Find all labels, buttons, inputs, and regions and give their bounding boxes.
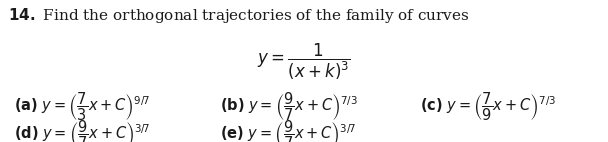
Text: $\mathbf{(e)}$ $y = \left(\dfrac{9}{7}x + C\right)^{3/7}$: $\mathbf{(e)}$ $y = \left(\dfrac{9}{7}x … bbox=[220, 118, 356, 142]
Text: $\mathbf{(c)}$ $y = \left(\dfrac{7}{9}x + C\right)^{7/3}$: $\mathbf{(c)}$ $y = \left(\dfrac{7}{9}x … bbox=[420, 90, 556, 123]
Text: $\mathbf{(d)}$ $y = \left(\dfrac{9}{7}x + C\right)^{3/7}$: $\mathbf{(d)}$ $y = \left(\dfrac{9}{7}x … bbox=[14, 118, 151, 142]
Text: $\mathbf{14.}$ Find the orthogonal trajectories of the family of curves: $\mathbf{14.}$ Find the orthogonal traje… bbox=[8, 6, 469, 25]
Text: $\mathbf{(b)}$ $y = \left(\dfrac{9}{7}x + C\right)^{7/3}$: $\mathbf{(b)}$ $y = \left(\dfrac{9}{7}x … bbox=[220, 90, 358, 123]
Text: $\mathbf{(a)}$ $y = \left(\dfrac{7}{3}x + C\right)^{9/7}$: $\mathbf{(a)}$ $y = \left(\dfrac{7}{3}x … bbox=[14, 90, 150, 123]
Text: $y = \dfrac{1}{(x+k)^3}$: $y = \dfrac{1}{(x+k)^3}$ bbox=[257, 42, 351, 82]
